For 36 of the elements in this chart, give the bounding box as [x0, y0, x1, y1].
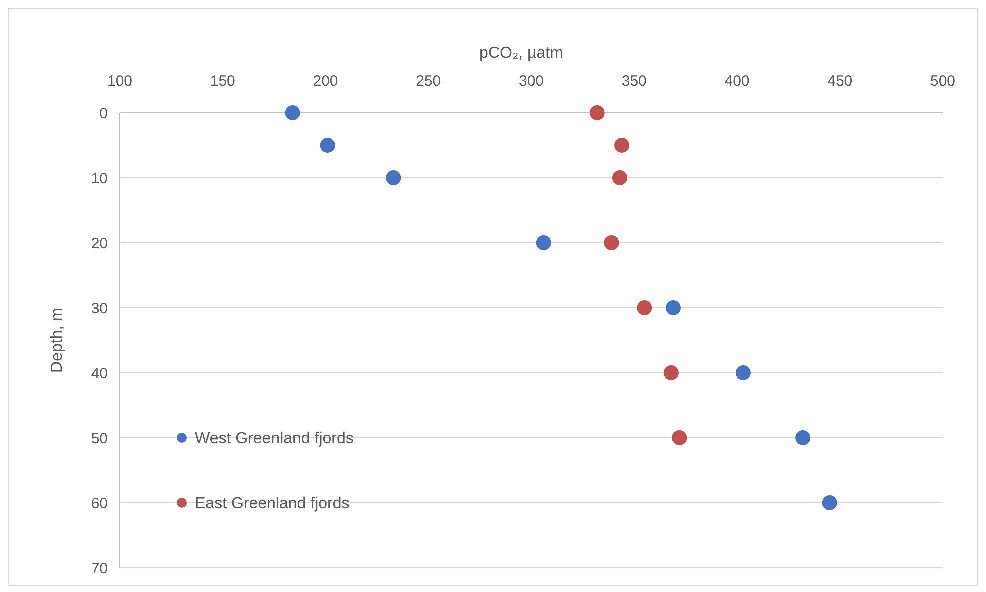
legend-label: East Greenland fjords — [195, 496, 350, 513]
x-tick-label: 200 — [313, 73, 338, 90]
point — [386, 170, 402, 186]
point — [614, 138, 630, 153]
y-tick-label: 0 — [100, 105, 108, 122]
x-tick-label: 100 — [107, 73, 133, 90]
x-tick-label: 300 — [518, 73, 544, 90]
y-tick-label: 20 — [91, 235, 108, 252]
point — [285, 106, 300, 120]
x-tick-label: 350 — [622, 73, 647, 90]
x-tick-label: 450 — [828, 73, 853, 90]
point — [736, 366, 751, 380]
x-tick-label: 250 — [416, 73, 442, 90]
x-tick-label: 150 — [210, 73, 236, 90]
y-tick-label: 40 — [91, 365, 108, 382]
legend-label: West Greenland fjords — [195, 430, 354, 448]
x-tick-label: 500 — [930, 73, 956, 90]
point — [590, 106, 605, 120]
y-tick-label: 50 — [91, 430, 108, 448]
point — [604, 236, 620, 250]
point — [822, 496, 838, 510]
point — [612, 170, 628, 186]
y-tick-label: 60 — [91, 495, 108, 512]
y-axis-title: Depth, m — [49, 308, 66, 373]
y-tick-label: 10 — [91, 170, 108, 188]
point — [666, 300, 681, 316]
y-tick-label: 30 — [91, 300, 108, 318]
point — [672, 430, 688, 446]
x-tick-label: 400 — [724, 73, 750, 90]
point — [796, 430, 811, 446]
point — [536, 236, 552, 250]
point — [637, 300, 652, 316]
y-tick-label: 70 — [91, 560, 108, 578]
point — [320, 138, 336, 153]
x-axis-title: pCO₂, µatm — [480, 45, 564, 62]
point — [664, 366, 679, 380]
